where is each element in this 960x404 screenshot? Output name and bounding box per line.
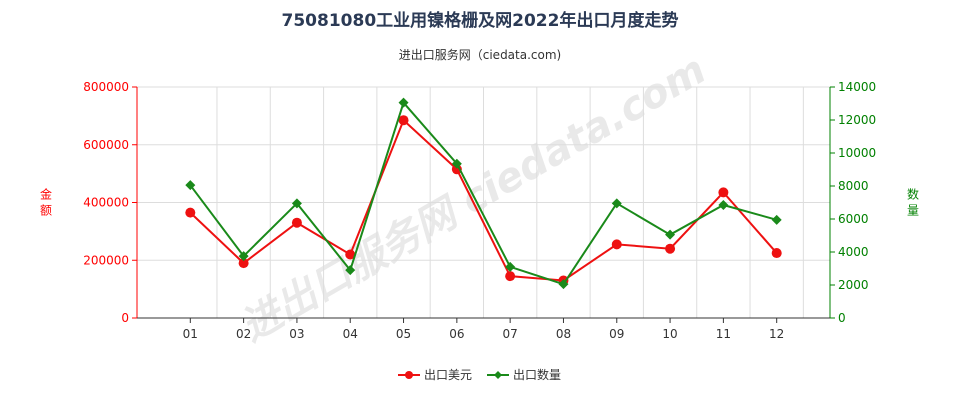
y-right-tick-label: 8000: [838, 179, 869, 193]
chart-title: 75081080工业用镍格栅及网2022年出口月度走势: [282, 10, 679, 31]
data-point-amount[interactable]: [718, 187, 729, 198]
x-tick-label: 12: [769, 327, 784, 341]
data-point-quantity[interactable]: [611, 198, 622, 209]
x-tick-label: 01: [183, 327, 198, 341]
data-point-quantity[interactable]: [291, 198, 302, 209]
y-right-tick-label: 4000: [838, 245, 869, 259]
y-right-tick-label: 10000: [838, 146, 876, 160]
data-point-amount[interactable]: [398, 115, 409, 126]
legend-swatch-marker: [405, 371, 413, 379]
y-right-tick-label: 2000: [838, 278, 869, 292]
grid: [137, 86, 831, 319]
x-tick-label: 08: [556, 327, 571, 341]
data-point-amount[interactable]: [665, 243, 676, 254]
y-left-tick-label: 400000: [83, 196, 129, 210]
data-point-amount[interactable]: [771, 248, 782, 259]
data-point-quantity[interactable]: [505, 261, 516, 272]
data-point-amount[interactable]: [505, 271, 516, 282]
data-point-quantity[interactable]: [345, 265, 356, 276]
data-point-quantity[interactable]: [398, 97, 409, 108]
y-right-tick-label: 0: [838, 311, 846, 325]
data-point-quantity[interactable]: [451, 158, 462, 169]
series-line-amount: [189, 118, 778, 282]
x-tick-label: 09: [609, 327, 624, 341]
x-tick-label: 04: [343, 327, 358, 341]
y-right-tick-label: 12000: [838, 113, 876, 127]
data-point-quantity[interactable]: [558, 279, 569, 290]
legend-label[interactable]: 出口美元: [424, 368, 472, 382]
data-point-amount[interactable]: [345, 249, 356, 260]
y-left-tick-label: 600000: [83, 138, 129, 152]
y-axis-right-title: 数量: [907, 187, 919, 218]
data-point-amount[interactable]: [185, 207, 196, 218]
x-tick-label: 07: [503, 327, 518, 341]
watermark: 进出口服务网 ciedata.com: [233, 47, 714, 351]
data-point-amount[interactable]: [291, 217, 302, 228]
chart-subtitle: 进出口服务网（ciedata.com): [399, 47, 561, 62]
y-left-tick-label: 800000: [83, 80, 129, 94]
legend: 出口美元 出口数量: [398, 367, 561, 382]
data-point-quantity[interactable]: [771, 214, 782, 225]
x-tick-label: 02: [236, 327, 251, 341]
axes: 0 200000 400000 600000 800000 0 2000 4000 6000 80…: [40, 80, 919, 341]
x-tick-label: 10: [662, 327, 677, 341]
series: [185, 97, 782, 290]
data-point-quantity[interactable]: [185, 180, 196, 191]
data-point-quantity[interactable]: [238, 251, 249, 262]
series-line-quantity: [189, 100, 777, 286]
x-tick-label: 11: [716, 327, 731, 341]
y-axis-left-title: 金额: [40, 187, 52, 218]
data-point-quantity[interactable]: [718, 199, 729, 210]
y-left-tick-label: 0: [121, 311, 129, 325]
legend-swatch-marker: [494, 371, 502, 379]
x-tick-label: 03: [289, 327, 304, 341]
data-point-amount[interactable]: [238, 258, 249, 269]
data-point-quantity[interactable]: [665, 229, 676, 240]
y-right-tick-label: 6000: [838, 212, 869, 226]
y-left-tick-label: 200000: [83, 253, 129, 267]
legend-label[interactable]: 出口数量: [513, 367, 561, 382]
x-tick-label: 06: [449, 327, 464, 341]
x-tick-label: 05: [396, 327, 411, 341]
y-right-tick-label: 14000: [838, 80, 876, 94]
data-point-amount[interactable]: [611, 239, 622, 250]
